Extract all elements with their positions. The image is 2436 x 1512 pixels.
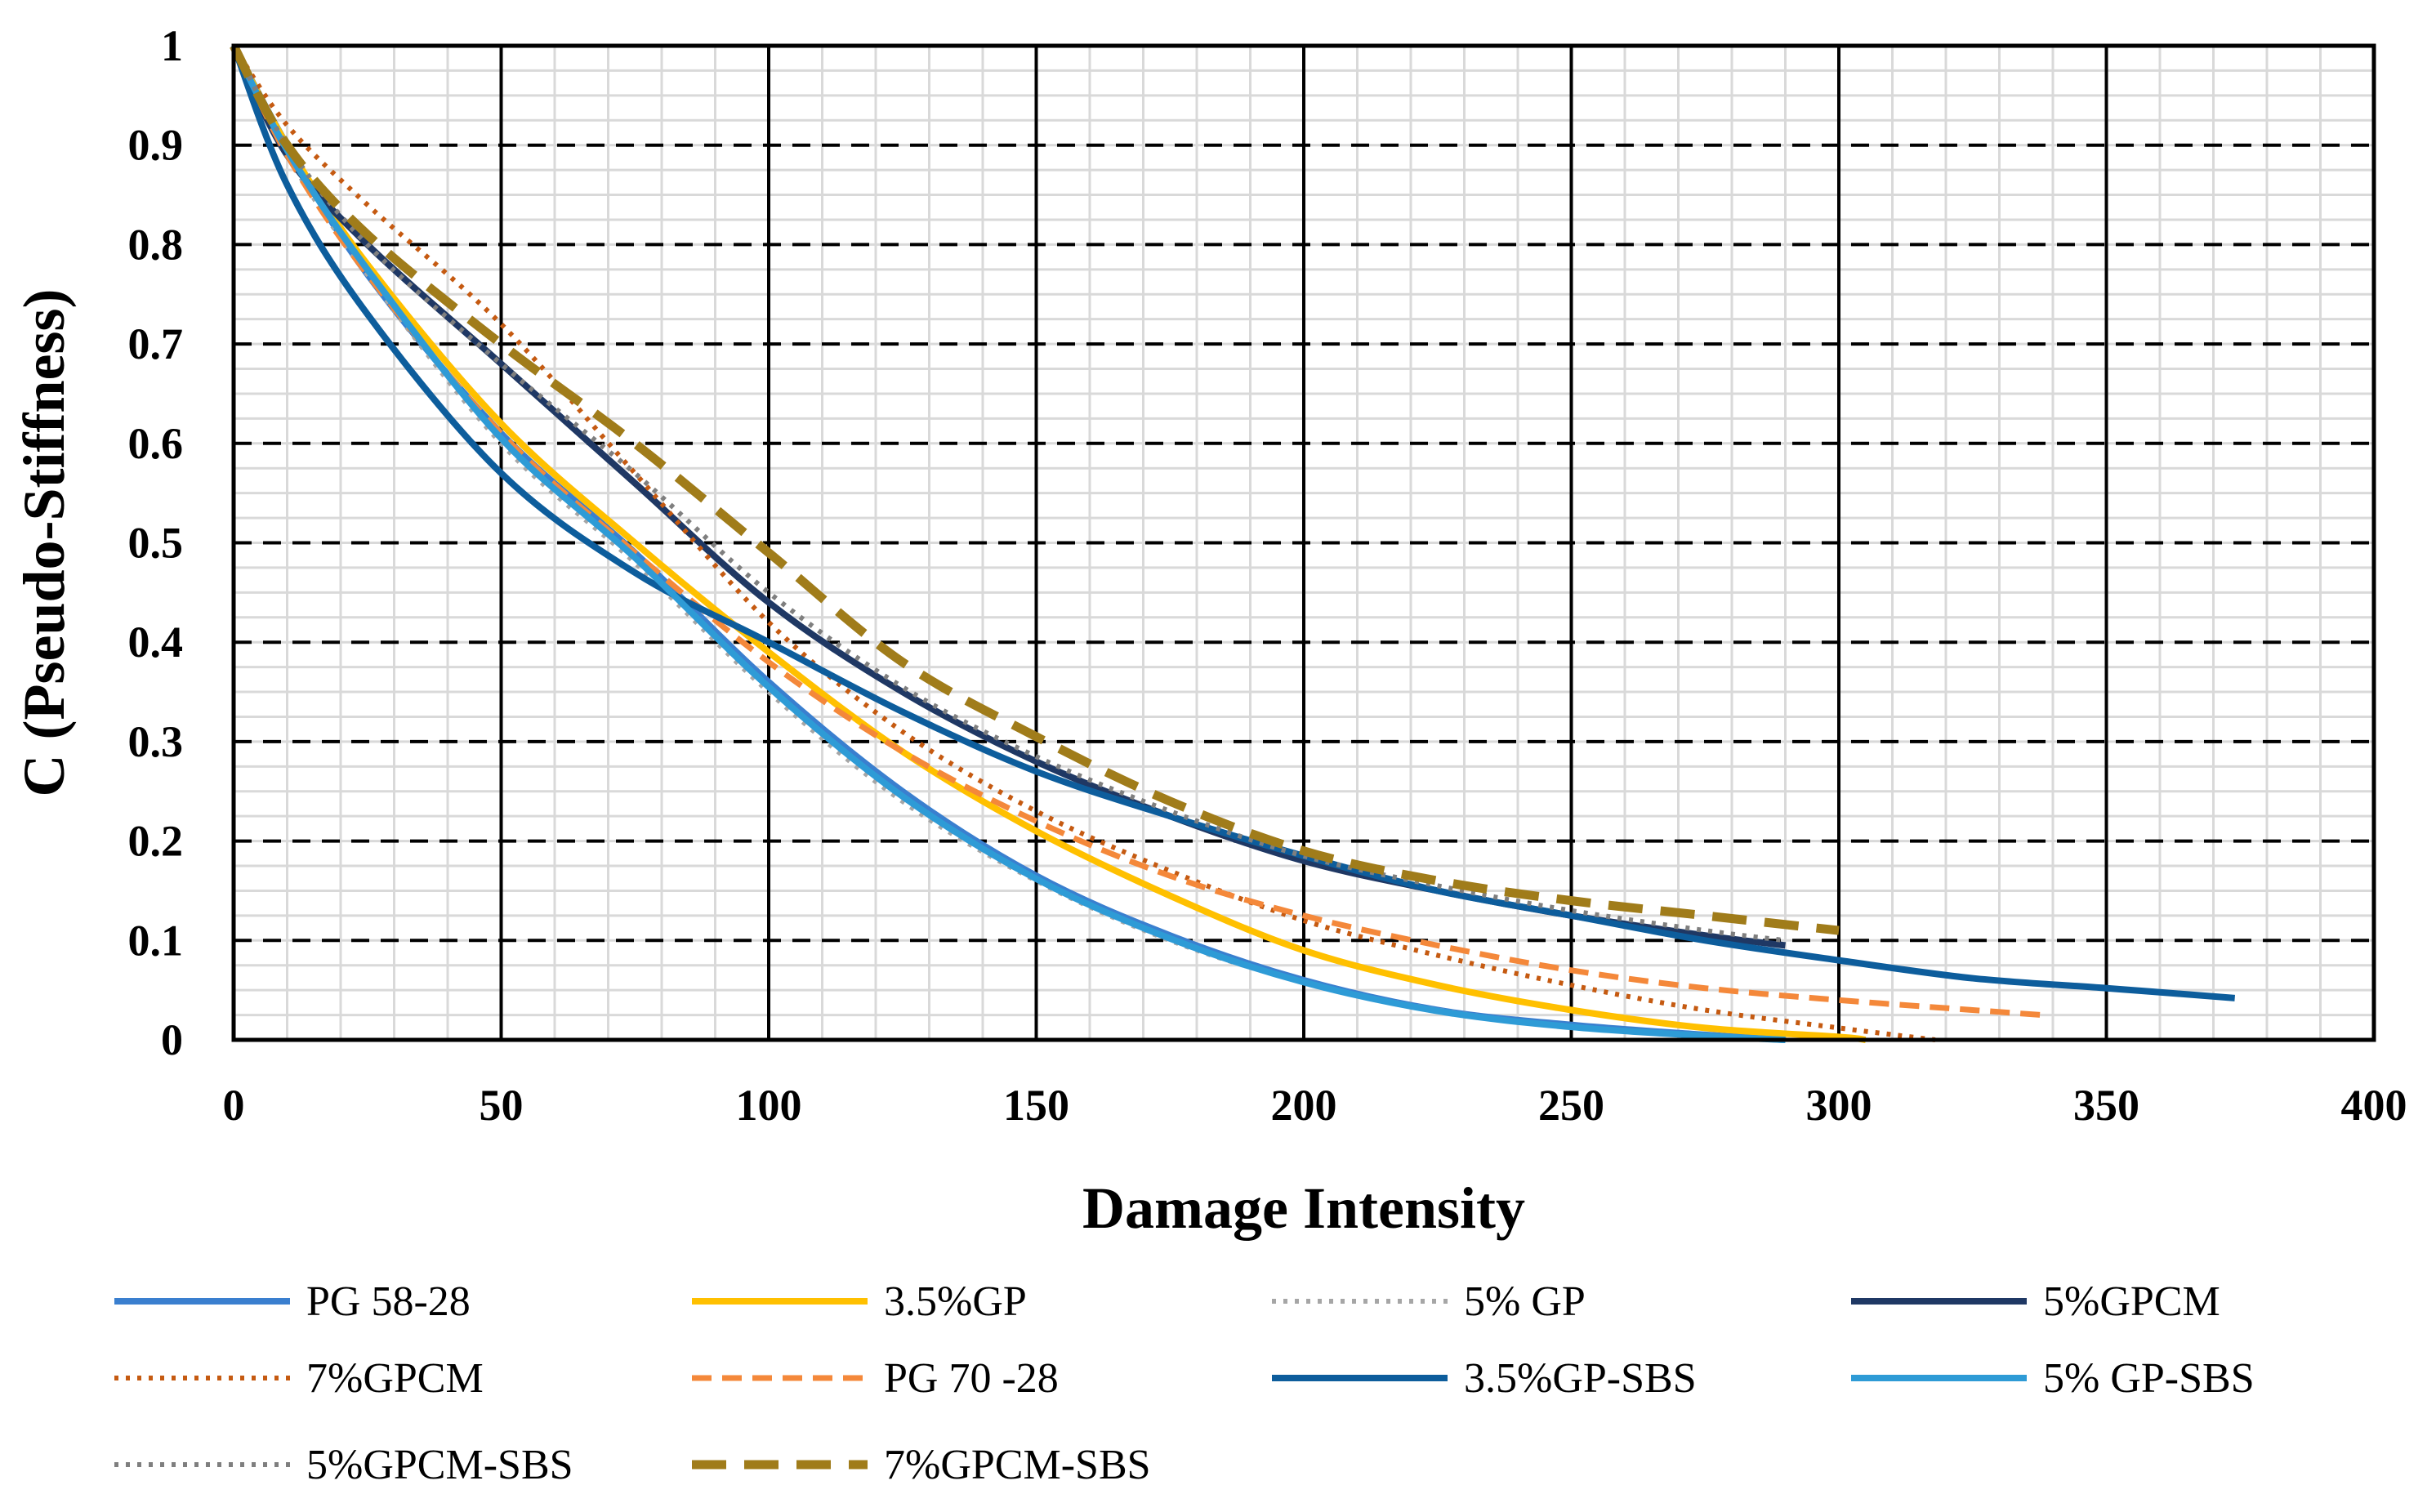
legend-label: 5%GPCM — [2043, 1278, 2220, 1325]
series-layer — [230, 43, 2236, 1043]
legend-item: 3.5%GP-SBS — [1272, 1355, 1697, 1402]
x-tick-label: 350 — [2073, 1081, 2139, 1130]
series-line-7-gpcm — [231, 44, 1936, 1042]
legend-label: 5% GP — [1464, 1278, 1586, 1325]
y-axis-ticks: 0 0.1 0.2 0.3 0.4 0.5 0.6 0.7 0.8 0.9 1 — [128, 21, 184, 1064]
legend-item: 5% GP — [1272, 1278, 1586, 1325]
plot-area-frame — [231, 43, 2376, 1042]
series-line-3-5-gp — [230, 44, 1867, 1043]
legend: PG 58-28 3.5%GP 5% GP 5%GPCM 7%GPCM PG 70 -28… — [114, 1278, 2255, 1488]
x-axis-title: Damage Intensity — [1082, 1175, 1525, 1241]
y-tick-label: 0.3 — [128, 717, 184, 766]
series-line-3-5-gp-sbs — [230, 44, 2236, 1001]
legend-label: PG 58-28 — [306, 1278, 471, 1325]
legend-label: 7%GPCM — [306, 1355, 484, 1402]
legend-item: PG 70 -28 — [692, 1355, 1059, 1402]
x-tick-label: 50 — [480, 1081, 524, 1130]
x-tick-label: 400 — [2341, 1081, 2407, 1130]
x-tick-label: 200 — [1271, 1081, 1337, 1130]
y-tick-label: 1 — [161, 21, 183, 70]
series-line-7-gpcm-sbs — [230, 43, 1840, 935]
x-tick-label: 300 — [1806, 1081, 1872, 1130]
legend-label: 5% GP-SBS — [2043, 1355, 2255, 1402]
legend-label: PG 70 -28 — [884, 1355, 1059, 1402]
legend-item: 3.5%GP — [692, 1278, 1027, 1325]
legend-label: 5%GPCM-SBS — [306, 1442, 573, 1488]
legend-label: 3.5%GP-SBS — [1464, 1355, 1697, 1402]
legend-item: 7%GPCM-SBS — [692, 1442, 1151, 1488]
series-line-5-gp-sbs — [230, 44, 1786, 1043]
y-tick-label: 0 — [161, 1015, 183, 1064]
y-tick-label: 0.4 — [128, 618, 184, 667]
y-tick-label: 0.1 — [128, 916, 184, 965]
y-tick-label: 0.6 — [128, 419, 184, 468]
legend-item: 5% GP-SBS — [1851, 1355, 2255, 1402]
legend-item: 7%GPCM — [114, 1355, 484, 1402]
series-line-pg-70-28 — [230, 44, 2043, 1019]
legend-item: PG 58-28 — [114, 1278, 471, 1325]
x-tick-label: 250 — [1538, 1081, 1604, 1130]
legend-item: 5%GPCM — [1851, 1278, 2220, 1325]
legend-item: 5%GPCM-SBS — [114, 1442, 573, 1488]
x-tick-label: 100 — [736, 1081, 802, 1130]
y-tick-label: 0.5 — [128, 519, 184, 568]
x-tick-label: 150 — [1003, 1081, 1069, 1130]
y-axis-title: C (Pseudo-Stiffness) — [11, 289, 77, 797]
legend-label: 3.5%GP — [884, 1278, 1027, 1325]
y-tick-label: 0.9 — [128, 121, 184, 170]
x-tick-label: 0 — [223, 1081, 245, 1130]
y-tick-label: 0.2 — [128, 817, 184, 866]
y-tick-label: 0.8 — [128, 220, 184, 269]
x-axis-ticks: 0 50 100 150 200 250 300 350 400 — [223, 1081, 2407, 1130]
y-tick-label: 0.7 — [128, 319, 184, 368]
legend-label: 7%GPCM-SBS — [884, 1442, 1151, 1488]
series-line-5-gpcm — [230, 44, 1786, 949]
